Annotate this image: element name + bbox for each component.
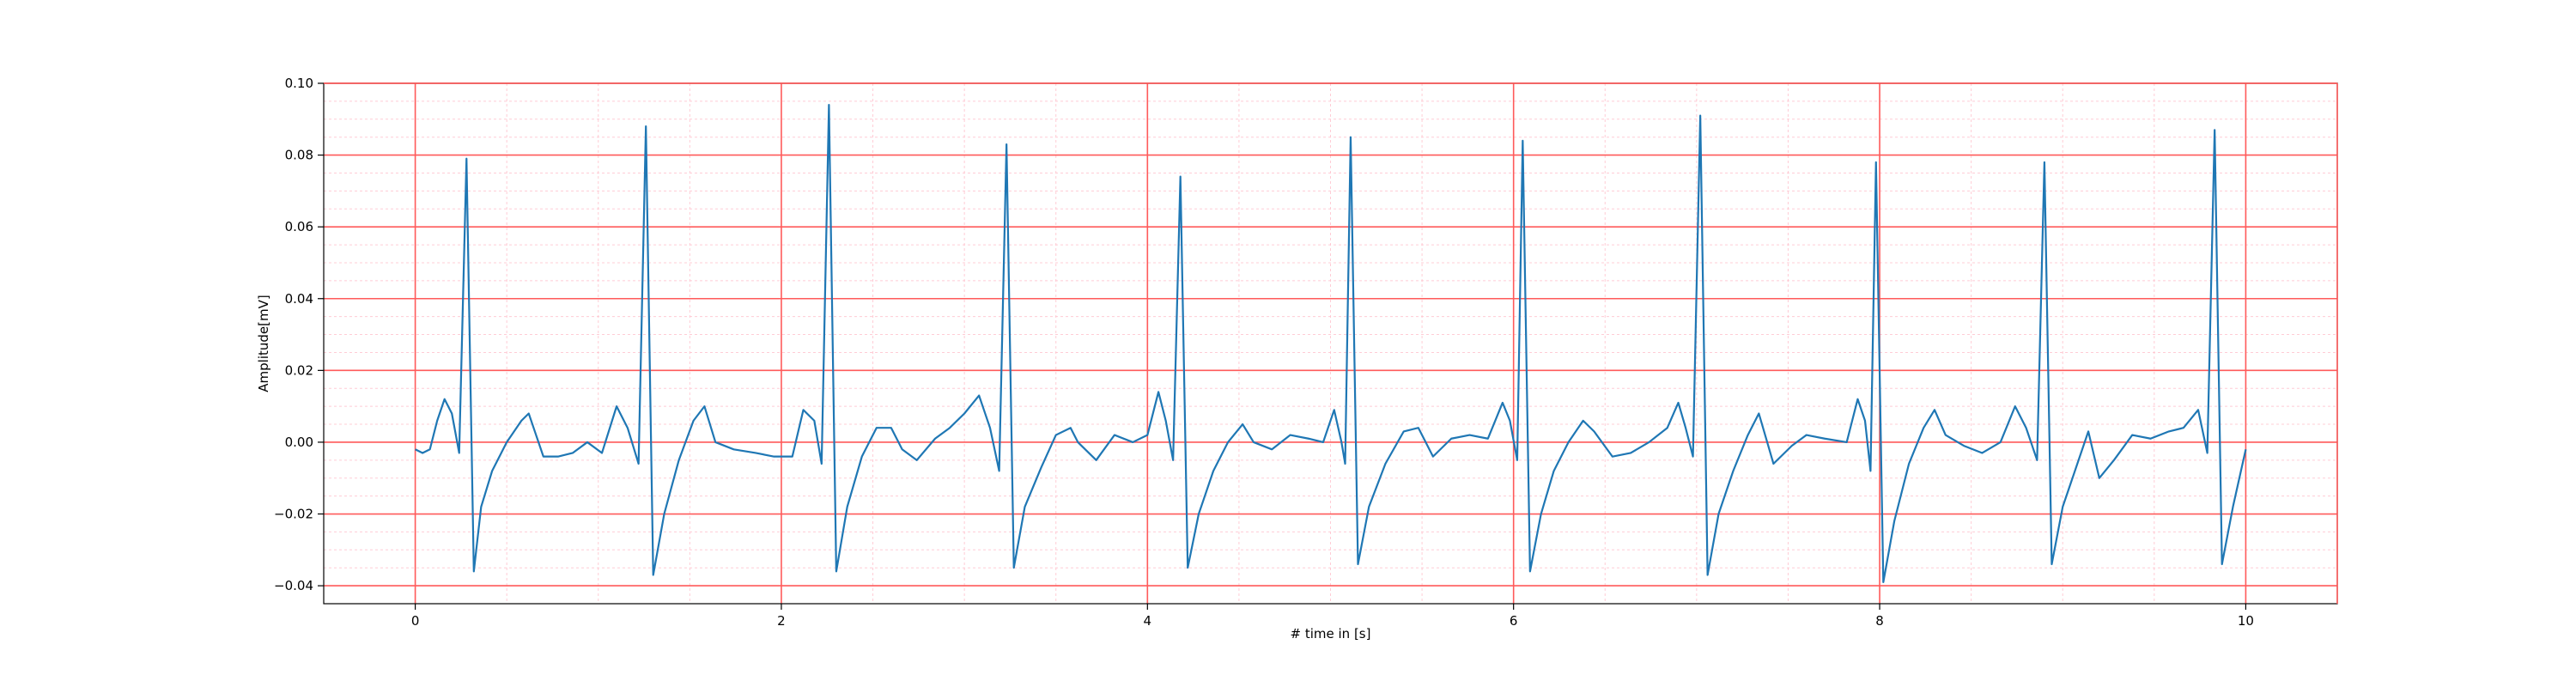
series-layer (415, 103, 2247, 584)
y-tick-label: 0.04 (285, 291, 313, 307)
y-tick-label: 0.00 (285, 435, 313, 450)
x-tick-label: 8 (1875, 613, 1884, 629)
y-tick-label: −0.04 (274, 578, 313, 593)
axes-frame (323, 82, 2338, 605)
x-tick-label: 0 (411, 613, 420, 629)
x-axis-ticks: 0 2 4 6 8 10 (411, 604, 2254, 629)
y-tick-label: 0.02 (285, 362, 313, 378)
x-tick-label: 6 (1510, 613, 1518, 629)
y-tick-label: 0.06 (285, 219, 313, 234)
major-grid (324, 82, 2337, 604)
y-tick-label: −0.02 (274, 507, 313, 522)
y-tick-label: 0.10 (285, 76, 313, 91)
minor-grid (323, 82, 2338, 605)
x-axis-label: # time in [s] (1291, 626, 1371, 641)
y-axis-label: Amplitude[mV] (256, 295, 271, 392)
y-axis-ticks: −0.04 −0.02 0.00 0.02 0.04 0.06 0.08 0.10 (274, 76, 324, 593)
x-tick-label: 4 (1144, 613, 1152, 629)
x-tick-label: 10 (2238, 613, 2254, 629)
y-tick-label: 0.08 (285, 148, 313, 163)
ecg-series-line (415, 103, 2247, 584)
x-tick-label: 2 (777, 613, 786, 629)
